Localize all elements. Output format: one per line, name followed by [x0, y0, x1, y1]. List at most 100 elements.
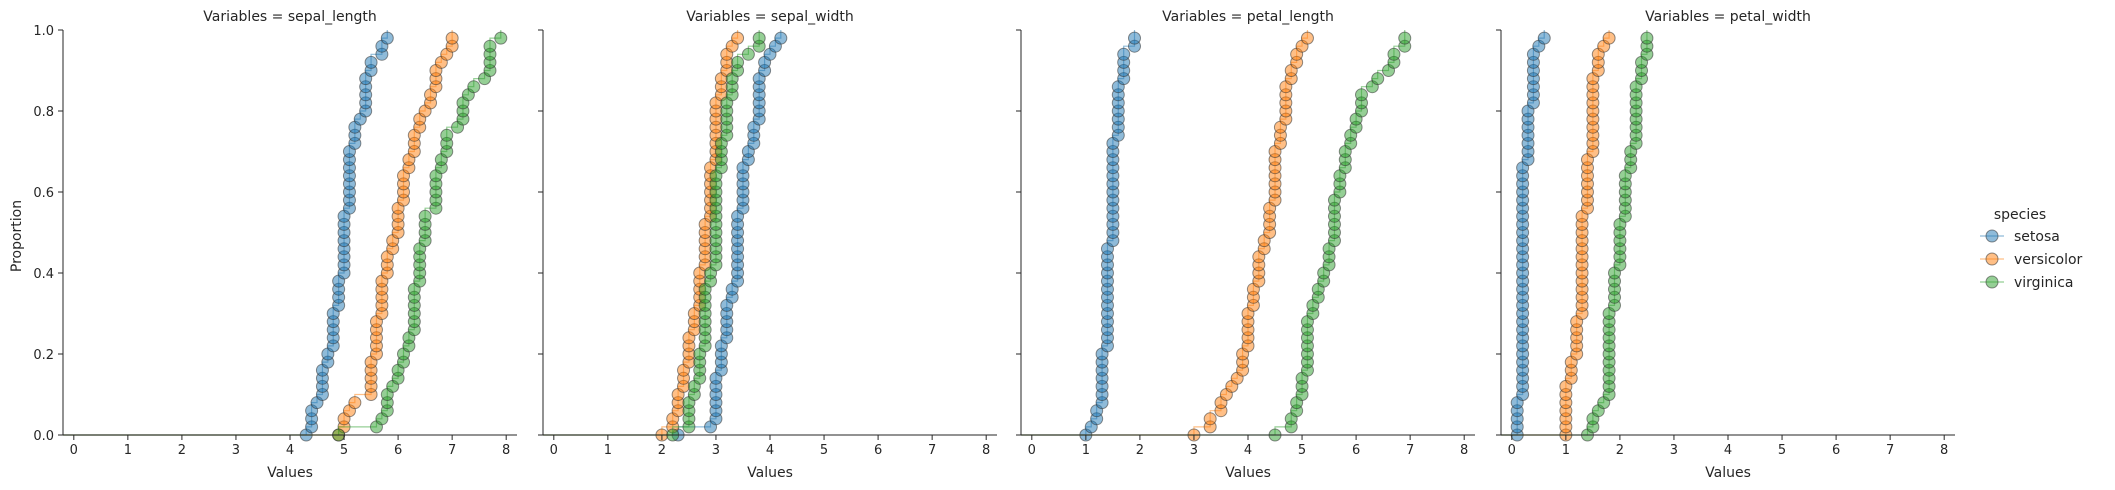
- ecdf-point-versicolor: [1203, 412, 1217, 426]
- ecdf-point-virginica: [731, 55, 745, 69]
- x-axis-label: Values: [1705, 465, 1751, 481]
- x-tick-label: 4: [1244, 443, 1252, 458]
- legend-label: virginica: [2014, 275, 2074, 291]
- ecdf-point-virginica: [1387, 47, 1401, 61]
- x-tick-label: 8: [502, 443, 510, 458]
- y-tick-label: 1.0: [33, 24, 54, 39]
- legend-label: setosa: [2014, 229, 2060, 245]
- ecdf-point-versicolor: [731, 31, 745, 45]
- x-tick-label: 3: [232, 443, 240, 458]
- ecdf-point-virginica: [494, 31, 508, 45]
- x-tick-label: 8: [1940, 443, 1948, 458]
- ecdf-point-virginica: [1640, 31, 1654, 45]
- x-tick-label: 6: [874, 443, 882, 458]
- x-tick-label: 2: [658, 443, 666, 458]
- legend-marker: [1985, 229, 1999, 243]
- x-tick-label: 7: [1886, 443, 1894, 458]
- facet-panel-4: Variables = petal_width 0 1 2 3 4 5 6 7 8 Values: [1496, 9, 1955, 481]
- ecdf-line-setosa: [543, 30, 782, 436]
- ecdf-point-setosa: [1537, 31, 1551, 45]
- x-axis-label: Values: [267, 465, 313, 481]
- ecdf-point-virginica: [483, 39, 497, 53]
- x-tick-label: 4: [286, 443, 294, 458]
- x-tick-label: 1: [1562, 443, 1570, 458]
- x-tick-label: 5: [340, 443, 348, 458]
- panel-title: Variables = petal_length: [1162, 9, 1334, 25]
- y-tick-label: 0.4: [33, 267, 54, 282]
- x-tick-label: 0: [70, 443, 78, 458]
- legend-marker: [1985, 275, 1999, 289]
- x-tick-label: 8: [982, 443, 990, 458]
- legend-marker: [1985, 252, 1999, 266]
- x-tick-label: 1: [124, 443, 132, 458]
- facet-panel-1: Variables = sepal_length 0 1 2 3 4 5 6 7 8 0.0 0.2 0…: [33, 9, 517, 481]
- x-tick-label: 5: [1298, 443, 1306, 458]
- x-tick-label: 5: [1778, 443, 1786, 458]
- x-tick-label: 8: [1460, 443, 1468, 458]
- x-tick-label: 6: [394, 443, 402, 458]
- x-tick-label: 0: [1028, 443, 1036, 458]
- panel-series: [63, 30, 508, 442]
- ecdf-point-versicolor: [1300, 31, 1314, 45]
- y-tick-label: 0.8: [33, 105, 54, 120]
- ecdf-point-virginica: [741, 47, 755, 61]
- panel-title: Variables = sepal_width: [686, 9, 853, 25]
- x-tick-label: 1: [604, 443, 612, 458]
- ecdf-point-setosa: [364, 55, 378, 69]
- ecdf-point-virginica: [1398, 31, 1412, 45]
- ecdf-point-virginica: [752, 31, 766, 45]
- panel-series: [543, 30, 788, 442]
- x-tick-label: 3: [1670, 443, 1678, 458]
- ecdf-point-setosa: [1117, 47, 1131, 61]
- ecdf-point-virginica: [418, 209, 432, 223]
- y-tick-label: 0.2: [33, 348, 54, 363]
- ecdf-point-virginica: [467, 80, 481, 94]
- ecdf-point-versicolor: [445, 31, 459, 45]
- ecdf-point-versicolor: [1602, 31, 1616, 45]
- x-tick-label: 2: [1136, 443, 1144, 458]
- panel-title: Variables = sepal_length: [203, 9, 377, 25]
- x-tick-label: 7: [1406, 443, 1414, 458]
- legend: species setosa versicolor virginica: [1980, 207, 2083, 291]
- legend-entry-setosa: setosa: [1980, 229, 2060, 245]
- x-tick-label: 7: [448, 443, 456, 458]
- ecdf-point-virginica: [1371, 72, 1385, 86]
- x-tick-label: 7: [928, 443, 936, 458]
- legend-entry-virginica: virginica: [1980, 275, 2074, 291]
- panel-series: [1501, 30, 1654, 442]
- ecdf-point-setosa: [774, 31, 788, 45]
- x-tick-label: 6: [1832, 443, 1840, 458]
- ecdf-point-versicolor: [348, 396, 362, 410]
- x-axis-label: Values: [747, 465, 793, 481]
- ecdf-point-setosa: [380, 31, 394, 45]
- legend-label: versicolor: [2014, 252, 2083, 268]
- ecdf-point-virginica: [440, 128, 454, 142]
- x-axis-label: Values: [1225, 465, 1271, 481]
- facet-panel-3: Variables = petal_length 0 1 2 3 4 5 6 7 8 Values: [1016, 9, 1475, 481]
- x-tick-label: 0: [550, 443, 558, 458]
- x-tick-label: 1: [1082, 443, 1090, 458]
- facet-panel-2: Variables = sepal_width 0 1 2 3 4 5 6 7 8 Values: [538, 9, 997, 481]
- y-axis-label: Proportion: [9, 200, 25, 272]
- x-tick-label: 5: [820, 443, 828, 458]
- ecdf-point-setosa: [1128, 31, 1141, 45]
- x-tick-label: 0: [1508, 443, 1516, 458]
- x-tick-label: 3: [712, 443, 720, 458]
- panel-title: Variables = petal_width: [1645, 9, 1811, 25]
- y-tick-label: 0.0: [33, 429, 54, 444]
- x-tick-label: 6: [1352, 443, 1360, 458]
- legend-title: species: [1994, 207, 2046, 223]
- panel-series: [1021, 30, 1412, 442]
- ecdf-line-virginica: [1021, 30, 1406, 436]
- x-tick-label: 4: [766, 443, 774, 458]
- x-tick-label: 4: [1724, 443, 1732, 458]
- legend-entry-versicolor: versicolor: [1980, 252, 2083, 268]
- x-tick-label: 2: [1616, 443, 1624, 458]
- facet-panels: Variables = sepal_length 0 1 2 3 4 5 6 7 8 0.0 0.2 0…: [33, 9, 1955, 481]
- y-tick-label: 0.6: [33, 186, 54, 201]
- x-tick-label: 3: [1190, 443, 1198, 458]
- ecdf-line-virginica: [543, 30, 760, 436]
- ecdf-point-virginica: [1355, 88, 1368, 102]
- x-tick-label: 2: [178, 443, 186, 458]
